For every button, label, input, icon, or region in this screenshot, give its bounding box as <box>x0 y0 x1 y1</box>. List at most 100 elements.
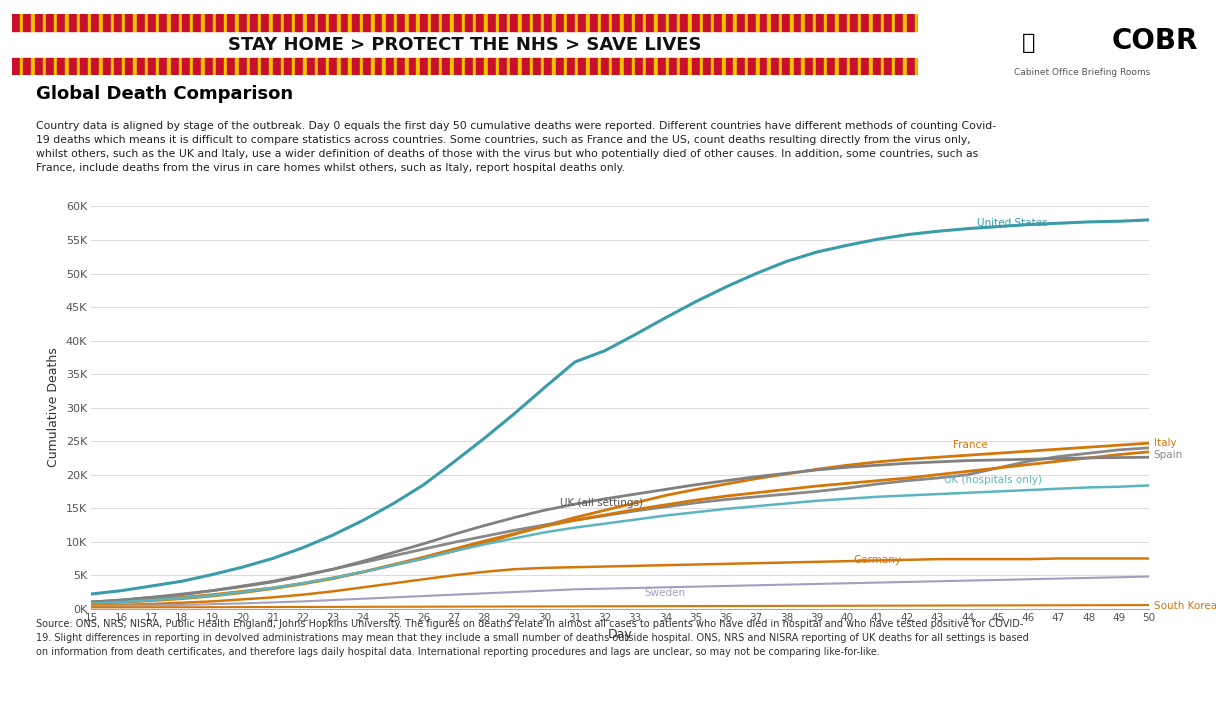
Polygon shape <box>88 58 91 75</box>
Polygon shape <box>227 58 235 75</box>
Polygon shape <box>114 58 122 75</box>
Polygon shape <box>927 14 929 31</box>
Polygon shape <box>733 14 737 31</box>
Polygon shape <box>918 58 927 75</box>
Polygon shape <box>601 14 609 31</box>
Polygon shape <box>938 58 941 75</box>
Polygon shape <box>601 58 609 75</box>
Polygon shape <box>938 14 941 31</box>
Text: United States: United States <box>976 219 1047 229</box>
Polygon shape <box>330 14 337 31</box>
Polygon shape <box>880 14 884 31</box>
Polygon shape <box>518 58 522 75</box>
Polygon shape <box>748 14 756 31</box>
Polygon shape <box>23 58 32 75</box>
Polygon shape <box>575 14 579 31</box>
Polygon shape <box>100 14 102 31</box>
Polygon shape <box>156 14 159 31</box>
Polygon shape <box>477 58 484 75</box>
Polygon shape <box>511 58 518 75</box>
Polygon shape <box>767 58 771 75</box>
Polygon shape <box>306 58 315 75</box>
Polygon shape <box>69 14 77 31</box>
Polygon shape <box>43 14 46 31</box>
Polygon shape <box>507 14 511 31</box>
Polygon shape <box>609 58 613 75</box>
Polygon shape <box>416 58 420 75</box>
Polygon shape <box>609 14 613 31</box>
Polygon shape <box>778 14 782 31</box>
Polygon shape <box>733 58 737 75</box>
Polygon shape <box>148 58 156 75</box>
Polygon shape <box>590 58 597 75</box>
Polygon shape <box>77 14 80 31</box>
Polygon shape <box>643 58 647 75</box>
Polygon shape <box>168 14 170 31</box>
Polygon shape <box>812 14 816 31</box>
Polygon shape <box>250 58 258 75</box>
Polygon shape <box>91 58 100 75</box>
Polygon shape <box>409 58 416 75</box>
Text: Italy: Italy <box>1154 438 1176 448</box>
Polygon shape <box>46 58 54 75</box>
Polygon shape <box>839 58 846 75</box>
Polygon shape <box>193 58 202 75</box>
Polygon shape <box>805 58 812 75</box>
Polygon shape <box>360 58 364 75</box>
Polygon shape <box>778 58 782 75</box>
Polygon shape <box>383 14 385 31</box>
Polygon shape <box>575 58 579 75</box>
Polygon shape <box>703 14 711 31</box>
Polygon shape <box>929 58 938 75</box>
Polygon shape <box>737 14 745 31</box>
Polygon shape <box>77 58 80 75</box>
Polygon shape <box>238 58 247 75</box>
Polygon shape <box>722 58 726 75</box>
Polygon shape <box>351 58 360 75</box>
Polygon shape <box>893 14 895 31</box>
Polygon shape <box>66 58 69 75</box>
Polygon shape <box>80 14 88 31</box>
Polygon shape <box>522 58 530 75</box>
Polygon shape <box>416 14 420 31</box>
Polygon shape <box>317 58 326 75</box>
Polygon shape <box>454 58 462 75</box>
Polygon shape <box>635 14 643 31</box>
Polygon shape <box>824 58 827 75</box>
Polygon shape <box>816 58 824 75</box>
Polygon shape <box>590 14 597 31</box>
Polygon shape <box>114 14 122 31</box>
Polygon shape <box>269 58 272 75</box>
Polygon shape <box>21 58 23 75</box>
Text: UK (all settings): UK (all settings) <box>559 498 643 508</box>
Polygon shape <box>443 58 450 75</box>
Polygon shape <box>337 14 340 31</box>
Polygon shape <box>465 14 473 31</box>
Polygon shape <box>1 14 9 31</box>
Polygon shape <box>669 58 677 75</box>
Polygon shape <box>918 14 927 31</box>
Polygon shape <box>782 58 790 75</box>
Polygon shape <box>295 58 303 75</box>
Polygon shape <box>35 58 43 75</box>
Polygon shape <box>285 14 292 31</box>
Polygon shape <box>35 14 43 31</box>
Polygon shape <box>148 14 156 31</box>
Text: Country data is aligned by stage of the outbreak. Day 0 equals the first day 50 : Country data is aligned by stage of the … <box>36 121 997 173</box>
Polygon shape <box>620 14 624 31</box>
Polygon shape <box>450 58 454 75</box>
Polygon shape <box>647 14 654 31</box>
Polygon shape <box>552 14 556 31</box>
Polygon shape <box>202 14 204 31</box>
Polygon shape <box>692 14 699 31</box>
Polygon shape <box>111 58 114 75</box>
Polygon shape <box>204 14 213 31</box>
Polygon shape <box>895 14 903 31</box>
Polygon shape <box>895 58 903 75</box>
Polygon shape <box>794 58 801 75</box>
Polygon shape <box>46 14 54 31</box>
Polygon shape <box>439 58 443 75</box>
Polygon shape <box>699 14 703 31</box>
Polygon shape <box>835 58 839 75</box>
Polygon shape <box>235 14 238 31</box>
